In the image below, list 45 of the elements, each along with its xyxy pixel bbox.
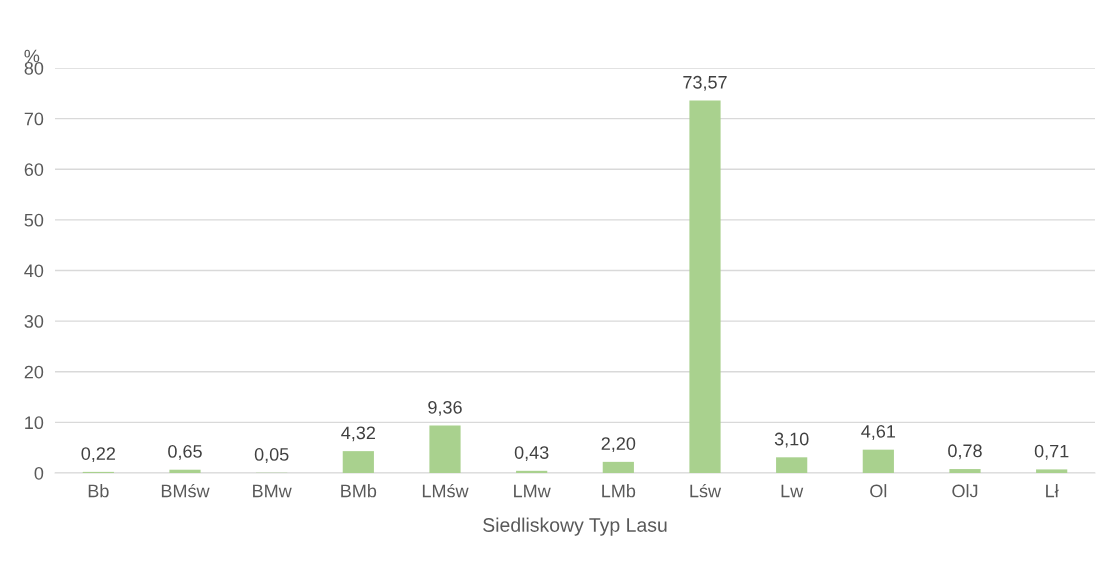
x-tick-label: BMśw <box>161 483 210 498</box>
x-tick-label: LMśw <box>422 483 469 498</box>
x-tick-label: Lśw <box>690 483 722 498</box>
y-tick-label: 50 <box>24 213 44 227</box>
bar <box>949 469 981 473</box>
data-label: 73,57 <box>683 75 727 91</box>
data-label: 0,05 <box>254 448 289 463</box>
y-tick-label: 10 <box>25 416 44 430</box>
x-tick-label: Lw <box>781 484 804 498</box>
y-tick-label: 70 <box>24 112 44 126</box>
x-tick-label: LMb <box>602 484 636 498</box>
x-tick-label: LMw <box>514 484 551 498</box>
data-label: 2,20 <box>601 437 636 453</box>
data-label: 0,65 <box>168 445 202 460</box>
y-tick-label: 60 <box>24 163 44 176</box>
y-tick-label: 40 <box>24 264 44 278</box>
y-tick-label: 20 <box>24 365 44 379</box>
x-tick-label: OlJ <box>952 484 978 498</box>
data-label: 9,36 <box>428 400 462 416</box>
data-label: 0,22 <box>81 447 115 463</box>
x-tick-label: Bb <box>88 484 109 498</box>
bar <box>1036 469 1068 473</box>
bar <box>429 425 461 473</box>
bar <box>602 461 634 473</box>
bar <box>516 470 548 473</box>
y-axis-title: % <box>24 49 40 63</box>
bar <box>862 449 894 473</box>
x-axis-title: Siedliskowy Typ Lasu <box>483 517 667 536</box>
bar <box>169 469 201 473</box>
bar <box>342 451 374 473</box>
y-tick-label: 0 <box>34 466 44 480</box>
data-label: 4,61 <box>861 424 896 440</box>
y-tick-label: 80 <box>24 61 44 75</box>
bar <box>776 457 808 473</box>
x-tick-label: BMb <box>341 484 377 498</box>
data-label: 3,10 <box>774 432 809 448</box>
data-label: 0,71 <box>1034 444 1069 460</box>
y-tick-label: 30 <box>24 315 44 328</box>
bar <box>689 100 721 473</box>
data-label: 0,78 <box>948 444 982 460</box>
x-tick-label: Lł <box>1046 484 1059 498</box>
data-label: 4,32 <box>341 426 375 442</box>
data-label: 0,43 <box>514 446 549 462</box>
x-tick-label: Ol <box>870 484 887 498</box>
x-tick-label: BMw <box>253 484 292 498</box>
